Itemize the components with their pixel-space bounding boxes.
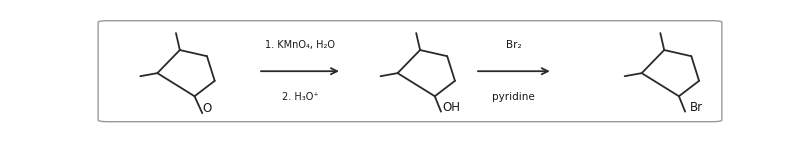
Text: 1. KMnO₄, H₂O: 1. KMnO₄, H₂O: [265, 40, 335, 50]
Text: OH: OH: [442, 101, 460, 114]
Text: O: O: [202, 102, 212, 115]
FancyBboxPatch shape: [98, 21, 722, 122]
Text: pyridine: pyridine: [493, 92, 535, 102]
Text: Br: Br: [690, 101, 703, 114]
Text: Br₂: Br₂: [506, 40, 522, 50]
Text: 2. H₃O⁺: 2. H₃O⁺: [282, 92, 318, 102]
